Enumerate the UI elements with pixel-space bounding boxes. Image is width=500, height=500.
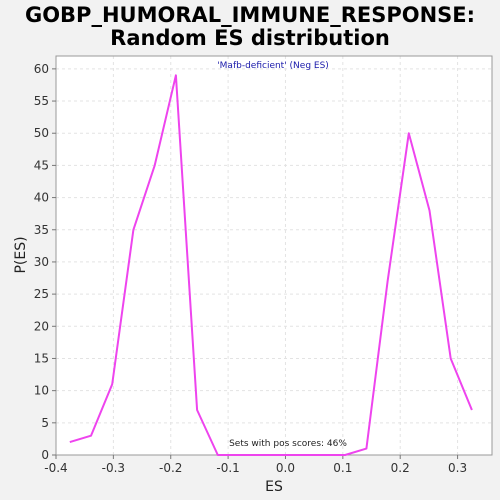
y-tick-label: 45 — [34, 158, 49, 172]
x-tick-label: -0.3 — [102, 461, 125, 475]
y-tick-label: 60 — [34, 62, 49, 76]
y-tick-label: 15 — [34, 351, 49, 365]
x-axis-label: ES — [265, 479, 283, 495]
y-tick-label: 35 — [34, 223, 49, 237]
chart-subtitle: Random ES distribution — [110, 26, 390, 50]
x-tick-label: -0.2 — [159, 461, 182, 475]
x-tick-label: 0.3 — [448, 461, 467, 475]
y-tick-label: 40 — [34, 191, 49, 205]
y-tick-label: 50 — [34, 126, 49, 140]
pos-scores-label: Sets with pos scores: 46% — [229, 439, 347, 449]
y-tick-label: 25 — [34, 287, 49, 301]
x-tick-label: 0.1 — [333, 461, 352, 475]
y-axis-label: P(ES) — [13, 236, 29, 273]
chart-title: GOBP_HUMORAL_IMMUNE_RESPONSE: — [25, 3, 475, 27]
gene-set-label: 'Mafb-deficient' (Neg ES) — [217, 61, 329, 71]
y-tick-label: 55 — [34, 94, 49, 108]
x-tick-label: -0.4 — [44, 461, 67, 475]
x-tick-label: 0.0 — [276, 461, 295, 475]
y-tick-label: 5 — [41, 416, 49, 430]
x-tick-label: -0.1 — [216, 461, 239, 475]
y-tick-label: 30 — [34, 255, 49, 269]
y-tick-label: 0 — [41, 448, 49, 462]
y-tick-label: 20 — [34, 319, 49, 333]
plot-area — [56, 56, 492, 455]
y-tick-label: 10 — [34, 384, 49, 398]
x-tick-label: 0.2 — [391, 461, 410, 475]
